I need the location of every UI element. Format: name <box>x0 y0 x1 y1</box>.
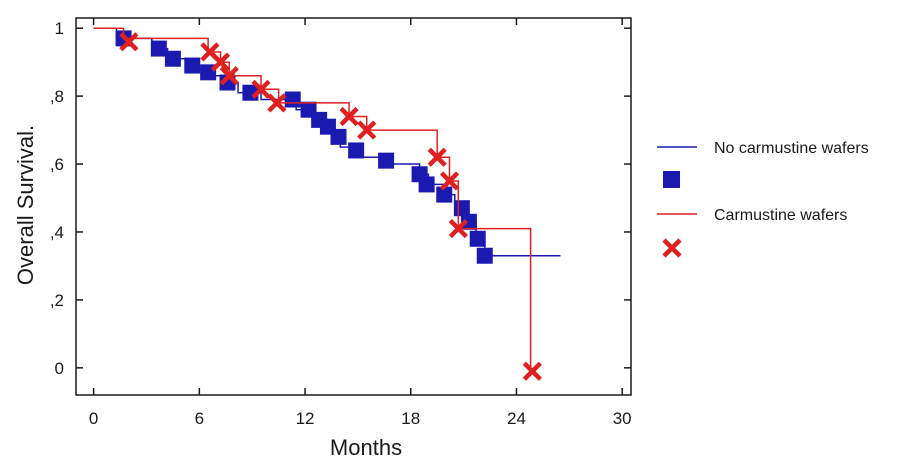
censor-marker-square <box>476 247 493 264</box>
y-tick-label: ,8 <box>50 87 64 106</box>
censor-marker-x <box>339 106 359 127</box>
censor-marker-square <box>348 142 365 159</box>
censor-marker-x <box>267 93 287 113</box>
x-tick-label: 6 <box>195 409 204 428</box>
x-tick-label: 30 <box>613 409 632 428</box>
y-axis: 0 ,2 ,4 ,6 ,8 1 <box>50 19 631 378</box>
legend-marker-x <box>662 238 682 258</box>
censor-marker-square <box>378 152 395 169</box>
censor-marker-x <box>427 147 447 167</box>
censor-marker-square <box>284 91 301 108</box>
plot-frame <box>75 17 632 396</box>
censor-marker-square <box>469 230 486 247</box>
censor-marker-square <box>184 57 201 74</box>
censor-marker-x <box>357 120 377 140</box>
censor-marker-square <box>150 40 167 57</box>
y-tick-label: 1 <box>55 19 64 38</box>
series-1 <box>93 27 542 381</box>
y-tick-label: ,4 <box>50 223 64 242</box>
censor-marker-x <box>219 66 239 86</box>
y-tick-label: 0 <box>55 359 64 378</box>
x-tick-label: 0 <box>89 409 98 428</box>
survival-curve-1 <box>93 27 532 368</box>
y-tick-label: ,6 <box>50 155 64 174</box>
legend-label-carmustine: Carmustine wafers <box>714 207 847 224</box>
censor-marker-x <box>522 361 542 381</box>
y-axis-title: Overall Survival. <box>13 125 38 285</box>
series-layer <box>93 27 561 381</box>
censor-marker-x <box>210 52 231 72</box>
censor-marker-square <box>418 176 435 193</box>
censor-marker-x <box>448 218 468 239</box>
x-tick-label: 24 <box>507 409 526 428</box>
legend-label-no-carmustine: No carmustine wafers <box>714 140 869 157</box>
legend-marker-square <box>663 171 680 188</box>
survival-curve-0 <box>93 27 561 257</box>
censor-marker-x <box>119 32 139 52</box>
censor-marker-square <box>164 50 181 67</box>
legend-x-glyph <box>662 238 682 258</box>
x-tick-label: 18 <box>401 409 420 428</box>
y-tick-label: ,2 <box>50 291 64 310</box>
censor-marker-square <box>330 128 347 145</box>
x-axis: 0 6 12 18 24 30 <box>89 18 632 428</box>
legend: No carmustine wafers Carmustine wafers <box>657 140 869 258</box>
censor-marker-square <box>436 186 453 203</box>
censor-marker-x <box>251 79 271 99</box>
x-tick-label: 12 <box>296 409 315 428</box>
censor-marker-x <box>439 171 460 191</box>
x-axis-title: Months <box>330 435 402 459</box>
censor-marker-square <box>460 213 477 230</box>
